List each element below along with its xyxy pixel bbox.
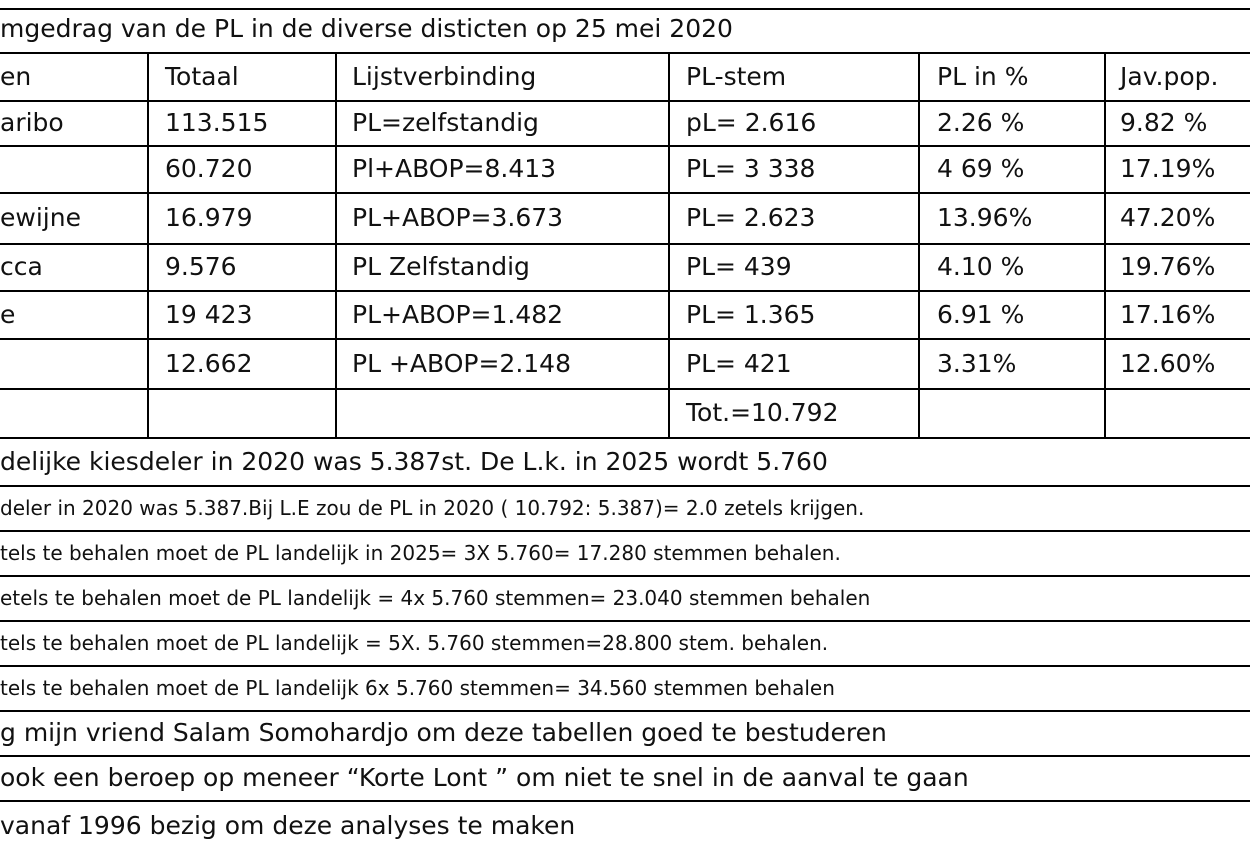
row-rule [0, 485, 1250, 487]
table-cell: PL= 439 [686, 252, 792, 281]
note-line: delijke kiesdeler in 2020 was 5.387st. D… [0, 447, 828, 476]
column-rule [147, 52, 149, 437]
column-header: en [0, 62, 32, 91]
table-cell: 17.16% [1120, 300, 1216, 329]
row-rule [0, 52, 1250, 54]
column-header: Lijstverbinding [352, 62, 537, 91]
table-cell: 19 423 [165, 300, 253, 329]
table-cell: ewijne [0, 203, 81, 232]
row-rule [0, 530, 1250, 532]
table-cell: PL+ABOP=1.482 [352, 300, 564, 329]
table-cell: 113.515 [165, 108, 269, 137]
column-header: PL in % [937, 62, 1029, 91]
table-cell: PL+ABOP=3.673 [352, 203, 564, 232]
row-rule [0, 620, 1250, 622]
table-cell: PL=zelfstandig [352, 108, 539, 137]
table-cell: PL= 1.365 [686, 300, 816, 329]
table-cell: 12.662 [165, 349, 253, 378]
row-rule [0, 388, 1250, 390]
note-line: vanaf 1996 bezig om deze analyses te mak… [0, 811, 576, 840]
table-cell: Tot.=10.792 [686, 398, 839, 427]
table-cell: 47.20% [1120, 203, 1216, 232]
table-cell: PL Zelfstandig [352, 252, 530, 281]
column-rule [335, 52, 337, 437]
note-line: etels te behalen moet de PL landelijk = … [0, 586, 871, 610]
column-header: Jav.pop. [1120, 62, 1219, 91]
table-cell: Pl+ABOP=8.413 [352, 154, 557, 183]
row-rule [0, 243, 1250, 245]
row-rule [0, 100, 1250, 102]
table-cell: 3.31% [937, 349, 1017, 378]
table-cell: PL +ABOP=2.148 [352, 349, 571, 378]
column-rule [668, 52, 670, 437]
table-cell: 4 69 % [937, 154, 1025, 183]
row-rule [0, 710, 1250, 712]
table-cell: e [0, 300, 16, 329]
note-line: ook een beroep op meneer “Korte Lont ” o… [0, 763, 969, 792]
table-cell: 12.60% [1120, 349, 1216, 378]
table-cell: 9.576 [165, 252, 237, 281]
row-rule [0, 575, 1250, 577]
table-cell: 13.96% [937, 203, 1033, 232]
table-cell: 4.10 % [937, 252, 1025, 281]
row-rule [0, 192, 1250, 194]
note-line: tels te behalen moet de PL landelijk 6x … [0, 676, 835, 700]
note-line: deler in 2020 was 5.387.Bij L.E zou de P… [0, 496, 865, 520]
column-header: PL-stem [686, 62, 787, 91]
note-line: tels te behalen moet de PL landelijk in … [0, 541, 841, 565]
row-rule [0, 8, 1250, 10]
note-line: g mijn vriend Salam Somohardjo om deze t… [0, 718, 887, 747]
row-rule [0, 338, 1250, 340]
table-cell: 2.26 % [937, 108, 1025, 137]
table-cell: PL= 2.623 [686, 203, 816, 232]
row-rule [0, 800, 1250, 802]
row-rule [0, 145, 1250, 147]
table-cell: 6.91 % [937, 300, 1025, 329]
table-cell: aribo [0, 108, 64, 137]
table-cell: cca [0, 252, 43, 281]
column-header: Totaal [165, 62, 239, 91]
row-rule [0, 437, 1250, 439]
table-cell: PL= 421 [686, 349, 792, 378]
column-rule [1104, 52, 1106, 437]
note-line: tels te behalen moet de PL landelijk = 5… [0, 631, 829, 655]
row-rule [0, 755, 1250, 757]
table-cell: PL= 3 338 [686, 154, 816, 183]
table-cell: 16.979 [165, 203, 253, 232]
table-cell: 17.19% [1120, 154, 1216, 183]
table-cell: 9.82 % [1120, 108, 1208, 137]
row-rule [0, 665, 1250, 667]
column-rule [918, 52, 920, 437]
row-rule [0, 290, 1250, 292]
table-cell: 19.76% [1120, 252, 1216, 281]
document-title: mgedrag van de PL in de diverse disticte… [0, 14, 733, 43]
table-cell: 60.720 [165, 154, 253, 183]
table-cell: pL= 2.616 [686, 108, 817, 137]
